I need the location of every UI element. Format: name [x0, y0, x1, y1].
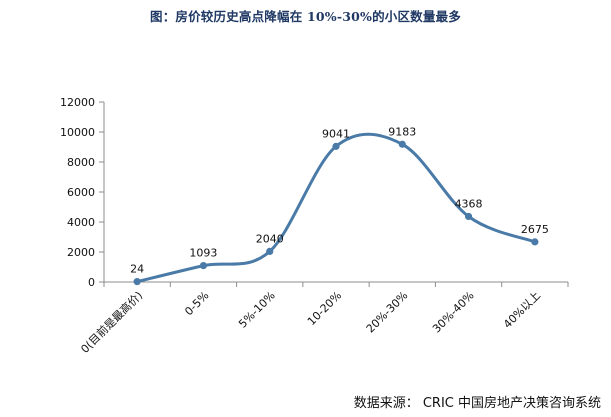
y-tick-labels: 0 2000 4000 6000 8000 10000 12000	[60, 96, 95, 289]
data-label: 24	[130, 263, 144, 276]
data-points	[133, 140, 539, 286]
x-tick-label: 5%-10%	[236, 289, 278, 331]
x-tick-label: 30%-40%	[430, 289, 477, 336]
data-point	[464, 212, 473, 221]
y-tick-label: 0	[88, 276, 95, 289]
data-label: 2040	[256, 232, 284, 245]
y-tick-label: 6000	[67, 186, 95, 199]
y-tick-label: 10000	[60, 126, 95, 139]
x-tick-labels: 0(目前是最高价) 0-5% 5%-10% 10-20% 20%-30% 30%-40% 4…	[78, 288, 543, 356]
x-tick-label: 10-20%	[305, 289, 344, 328]
x-tick-label: 0-5%	[182, 289, 211, 318]
data-point	[199, 262, 208, 270]
axes	[99, 101, 569, 287]
data-point	[133, 278, 141, 286]
x-tick-label: 40%以上	[501, 289, 543, 331]
data-label: 4368	[455, 197, 483, 210]
data-labels: 24 1093 2040 9041 9183 4368 2675	[130, 125, 549, 275]
x-tick-label: 20%-30%	[364, 289, 411, 336]
data-point	[266, 247, 274, 255]
x-tick-label: 0(目前是最高价)	[78, 288, 146, 356]
data-point	[531, 238, 539, 246]
data-point	[332, 142, 340, 150]
data-label: 9183	[388, 125, 416, 138]
data-label: 2675	[521, 223, 549, 236]
y-tick-label: 12000	[60, 96, 95, 109]
data-label: 1093	[189, 247, 217, 260]
chart-title: 图：房价较历史高点降幅在 10%-30%的小区数量最多	[150, 9, 461, 24]
data-label: 9041	[322, 127, 350, 140]
y-tick-label: 8000	[67, 156, 95, 169]
source-note: 数据来源： CRIC 中国房地产决策咨询系统	[353, 396, 601, 411]
data-point	[398, 140, 406, 148]
y-tick-label: 4000	[67, 216, 95, 229]
y-tick-label: 2000	[67, 246, 95, 259]
